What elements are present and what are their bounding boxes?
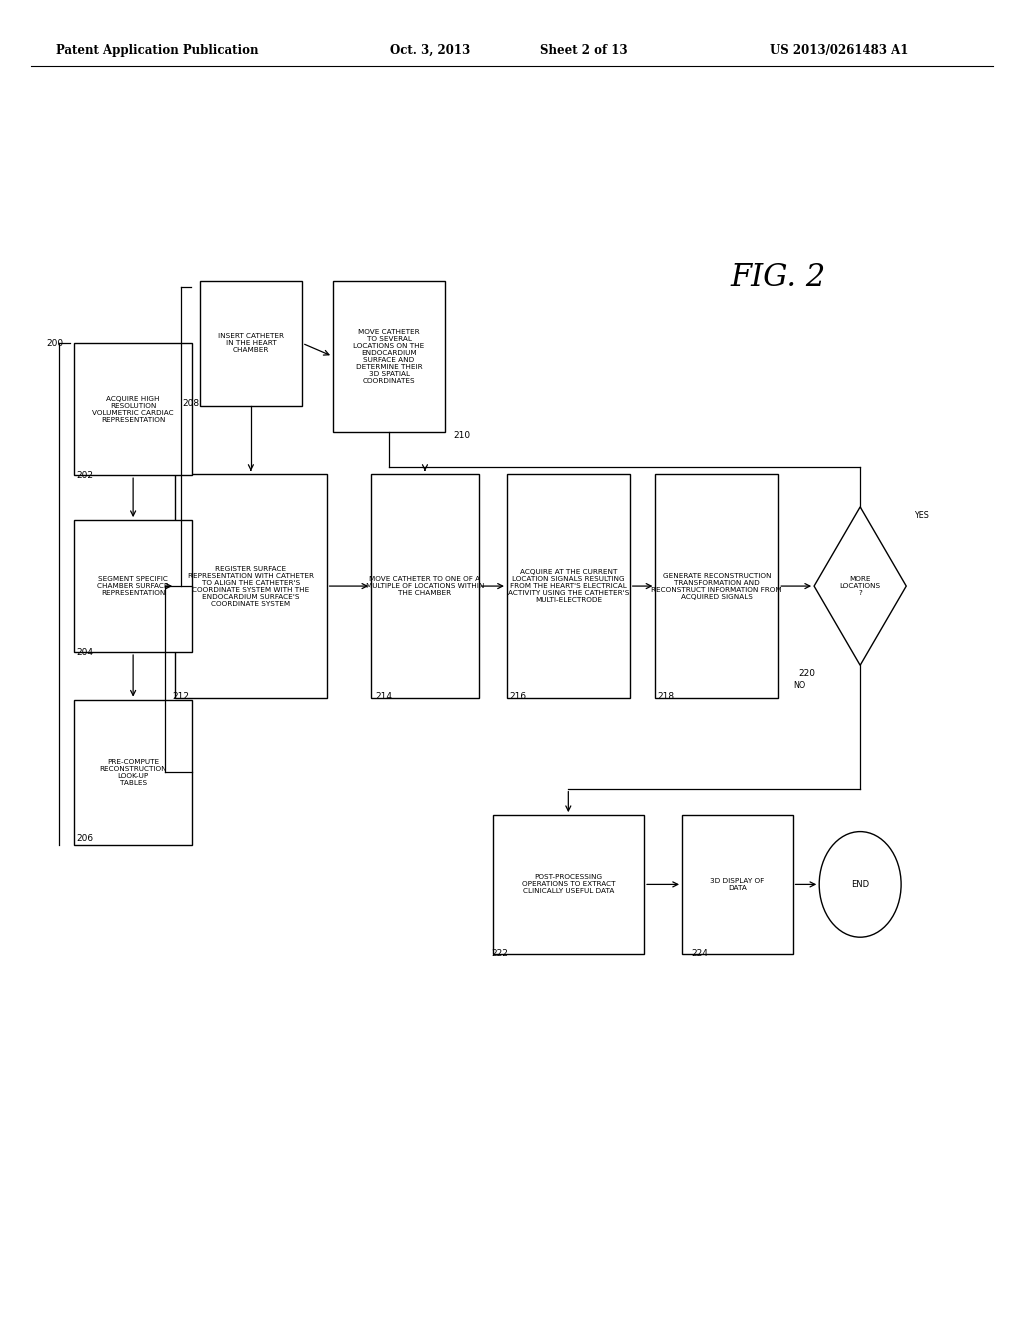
- Text: 224: 224: [691, 949, 708, 957]
- Text: Sheet 2 of 13: Sheet 2 of 13: [540, 44, 628, 57]
- Text: ACQUIRE AT THE CURRENT
LOCATION SIGNALS RESULTING
FROM THE HEART'S ELECTRICAL
AC: ACQUIRE AT THE CURRENT LOCATION SIGNALS …: [508, 569, 629, 603]
- Text: MORE
LOCATIONS
?: MORE LOCATIONS ?: [840, 576, 881, 597]
- Text: SEGMENT SPECIFIC
CHAMBER SURFACE
REPRESENTATION: SEGMENT SPECIFIC CHAMBER SURFACE REPRESE…: [97, 576, 169, 597]
- Text: 218: 218: [657, 693, 675, 701]
- Text: END: END: [851, 880, 869, 888]
- Text: 214: 214: [376, 693, 393, 701]
- FancyBboxPatch shape: [75, 343, 193, 475]
- Text: 216: 216: [509, 693, 526, 701]
- Text: US 2013/0261483 A1: US 2013/0261483 A1: [770, 44, 909, 57]
- FancyBboxPatch shape: [175, 474, 327, 698]
- Text: 206: 206: [77, 834, 94, 842]
- FancyBboxPatch shape: [75, 520, 193, 652]
- FancyBboxPatch shape: [200, 281, 302, 407]
- FancyBboxPatch shape: [371, 474, 478, 698]
- FancyBboxPatch shape: [682, 814, 793, 953]
- Text: MOVE CATHETER TO ONE OF A
MULTIPLE OF LOCATIONS WITHIN
THE CHAMBER: MOVE CATHETER TO ONE OF A MULTIPLE OF LO…: [366, 576, 484, 597]
- Text: YES: YES: [914, 511, 930, 520]
- Text: Oct. 3, 2013: Oct. 3, 2013: [390, 44, 470, 57]
- Text: 204: 204: [77, 648, 94, 656]
- FancyBboxPatch shape: [333, 281, 445, 433]
- Text: PRE-COMPUTE
RECONSTRUCTION
LOOK-UP
TABLES: PRE-COMPUTE RECONSTRUCTION LOOK-UP TABLE…: [99, 759, 167, 785]
- FancyBboxPatch shape: [75, 700, 193, 845]
- Text: 202: 202: [77, 471, 94, 479]
- FancyBboxPatch shape: [507, 474, 630, 698]
- Text: 210: 210: [454, 432, 471, 440]
- FancyBboxPatch shape: [655, 474, 778, 698]
- Text: 222: 222: [492, 949, 508, 957]
- Polygon shape: [814, 507, 906, 665]
- Text: ACQUIRE HIGH
RESOLUTION
VOLUMETRIC CARDIAC
REPRESENTATION: ACQUIRE HIGH RESOLUTION VOLUMETRIC CARDI…: [92, 396, 174, 422]
- Text: Patent Application Publication: Patent Application Publication: [56, 44, 259, 57]
- FancyBboxPatch shape: [493, 814, 644, 953]
- Text: MOVE CATHETER
TO SEVERAL
LOCATIONS ON THE
ENDOCARDIUM
SURFACE AND
DETERMINE THEI: MOVE CATHETER TO SEVERAL LOCATIONS ON TH…: [353, 329, 425, 384]
- Ellipse shape: [819, 832, 901, 937]
- Text: REGISTER SURFACE
REPRESENTATION WITH CATHETER
TO ALIGN THE CATHETER'S
COORDINATE: REGISTER SURFACE REPRESENTATION WITH CAT…: [187, 565, 314, 607]
- Text: 3D DISPLAY OF
DATA: 3D DISPLAY OF DATA: [711, 878, 764, 891]
- Text: FIG. 2: FIG. 2: [730, 261, 826, 293]
- Text: 208: 208: [182, 400, 200, 408]
- Text: NO: NO: [794, 681, 806, 690]
- Text: GENERATE RECONSTRUCTION
TRANSFORMATION AND
RECONSTRUCT INFORMATION FROM
ACQUIRED: GENERATE RECONSTRUCTION TRANSFORMATION A…: [651, 573, 782, 599]
- Text: 200: 200: [46, 339, 63, 347]
- Text: 212: 212: [172, 693, 189, 701]
- Text: POST-PROCESSING
OPERATIONS TO EXTRACT
CLINICALLY USEFUL DATA: POST-PROCESSING OPERATIONS TO EXTRACT CL…: [521, 874, 615, 895]
- Text: INSERT CATHETER
IN THE HEART
CHAMBER: INSERT CATHETER IN THE HEART CHAMBER: [218, 333, 284, 354]
- Text: 220: 220: [798, 669, 815, 677]
